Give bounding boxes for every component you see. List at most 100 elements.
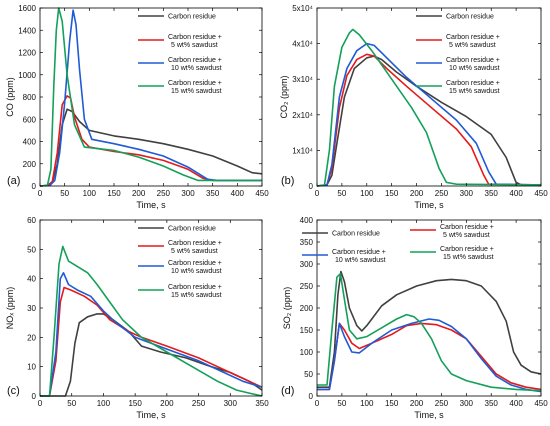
y-tick-label: 250 <box>300 282 314 291</box>
x-tick-label: 300 <box>460 189 474 198</box>
y-axis-label: SO₂ (ppm) <box>282 287 292 330</box>
x-tick-label: 250 <box>157 189 171 198</box>
legend-label: Carbon residue <box>168 14 216 21</box>
legend-label-line: 5 wt% sawdust <box>443 232 490 239</box>
x-tick-label: 400 <box>231 189 245 198</box>
y-tick-label: 1600 <box>18 4 36 13</box>
y-tick-label: 1000 <box>18 71 36 80</box>
y-tick-label: 1400 <box>18 26 36 35</box>
series-line-2 <box>316 53 542 187</box>
y-tick-label: 400 <box>300 216 314 225</box>
x-tick-label: 150 <box>128 399 142 408</box>
series-line-4 <box>39 7 262 187</box>
y-tick-label: 50 <box>304 370 313 379</box>
legend-label-line: 5 wt% sawdust <box>449 42 496 49</box>
y-tick-label: 800 <box>23 93 37 102</box>
x-tick-label: 0 <box>38 189 43 198</box>
y-tick-label: 200 <box>300 304 314 313</box>
panel-label: (b) <box>281 175 294 187</box>
x-tick-label: 450 <box>534 189 548 198</box>
legend-label-line: Carbon residue <box>168 14 216 21</box>
y-tick-label: 50 <box>27 245 36 254</box>
x-tick-label: 50 <box>337 189 346 198</box>
y-tick-label: 100 <box>300 348 314 357</box>
y-tick-label: 0 <box>32 392 37 401</box>
x-tick-label: 100 <box>360 399 374 408</box>
legend-label-line: Carbon residue + <box>440 224 494 231</box>
legend-label-line: Carbon residue <box>446 14 494 21</box>
y-tick-label: 300 <box>300 260 314 269</box>
legend-label-line: Carbon residue + <box>332 249 386 256</box>
series-line-4 <box>316 28 542 187</box>
x-tick-label: 200 <box>132 189 146 198</box>
x-tick-label: 100 <box>360 189 374 198</box>
x-tick-label: 450 <box>534 399 548 408</box>
legend-label: Carbon residue +15 wt% sawdust <box>446 80 500 95</box>
legend-label: Carbon residue +15 wt% sawdust <box>168 80 222 95</box>
legend-label: Carbon residue <box>168 226 216 233</box>
x-tick-label: 50 <box>337 399 346 408</box>
legend-label-line: 15 wt% sawdust <box>171 292 222 299</box>
legend-label-line: 15 wt% sawdust <box>171 88 222 95</box>
x-tick-label: 100 <box>83 189 97 198</box>
legend-label: Carbon residue +5 wt% sawdust <box>446 34 500 49</box>
x-tick-label: 350 <box>485 399 499 408</box>
legend-label: Carbon residue +10 wt% sawdust <box>332 249 386 264</box>
x-tick-label: 100 <box>97 399 111 408</box>
series-line-3 <box>40 272 263 397</box>
x-tick-label: 250 <box>435 399 449 408</box>
series-line-2 <box>317 322 542 391</box>
legend-label-line: 10 wt% sawdust <box>449 65 500 72</box>
x-tick-label: 0 <box>38 399 43 408</box>
legend-label-line: Carbon residue + <box>168 240 222 247</box>
y-axis-label: NOₓ (ppm) <box>5 287 15 329</box>
plot-frame <box>316 219 542 397</box>
x-tick-label: 250 <box>435 189 449 198</box>
panel-label: (c) <box>7 385 20 397</box>
y-tick-label: 40 <box>27 275 36 284</box>
x-tick-label: 350 <box>255 399 269 408</box>
y-tick-label: 10 <box>27 363 36 372</box>
y-tick-label: 0 <box>32 182 37 191</box>
plot-frame <box>39 7 263 187</box>
x-axis-label: Time, s <box>136 410 166 420</box>
legend-label-line: 10 wt% sawdust <box>335 257 386 264</box>
x-tick-label: 0 <box>315 399 320 408</box>
x-axis-label: Time, s <box>414 410 444 420</box>
chart-panel-1: 0 50 100 150 200 250 300 350 400 450 0 200 400 600 800… <box>5 4 269 210</box>
x-tick-label: 300 <box>460 399 474 408</box>
legend-label-line: Carbon residue + <box>446 34 500 41</box>
y-tick-label: 0 <box>309 392 314 401</box>
series-line-1 <box>317 270 542 388</box>
chart-panel-2: 0 50 100 150 200 250 300 350 400 450 0 1x10⁴ 2x10⁴ 3x… <box>279 4 548 210</box>
legend-label-line: 15 wt% sawdust <box>449 88 500 95</box>
legend-label: Carbon residue +15 wt% sawdust <box>168 284 222 299</box>
legend-label-line: Carbon residue + <box>440 246 494 253</box>
chart-panel-4: 0 50 100 150 200 250 300 350 400 450 0 50 100 150 200 2… <box>281 216 548 420</box>
legend-label: Carbon residue +10 wt% sawdust <box>168 57 222 72</box>
y-tick-label: 3x10⁴ <box>292 75 313 84</box>
series-line-4 <box>40 245 263 397</box>
legend-label-line: Carbon residue + <box>168 260 222 267</box>
y-axis-label: CO (ppm) <box>5 77 15 117</box>
series-line-3 <box>317 318 542 393</box>
x-tick-label: 300 <box>224 399 238 408</box>
series-line-2 <box>39 95 262 187</box>
x-tick-label: 200 <box>160 399 174 408</box>
legend-label: Carbon residue +10 wt% sawdust <box>446 57 500 72</box>
plot-frame <box>316 7 542 187</box>
legend-label-line: Carbon residue <box>332 231 380 238</box>
x-tick-label: 250 <box>192 399 206 408</box>
series-line-3 <box>39 9 262 187</box>
legend-label-line: 5 wt% sawdust <box>171 248 218 255</box>
panel-label: (d) <box>281 385 294 397</box>
legend-label: Carbon residue +10 wt% sawdust <box>168 260 222 275</box>
x-tick-label: 50 <box>67 399 76 408</box>
y-tick-label: 1x10⁴ <box>292 146 313 155</box>
y-tick-label: 200 <box>23 160 37 169</box>
legend-label-line: Carbon residue <box>168 226 216 233</box>
legend-label-line: Carbon residue + <box>168 284 222 291</box>
x-tick-label: 50 <box>60 189 69 198</box>
x-tick-label: 200 <box>410 399 424 408</box>
